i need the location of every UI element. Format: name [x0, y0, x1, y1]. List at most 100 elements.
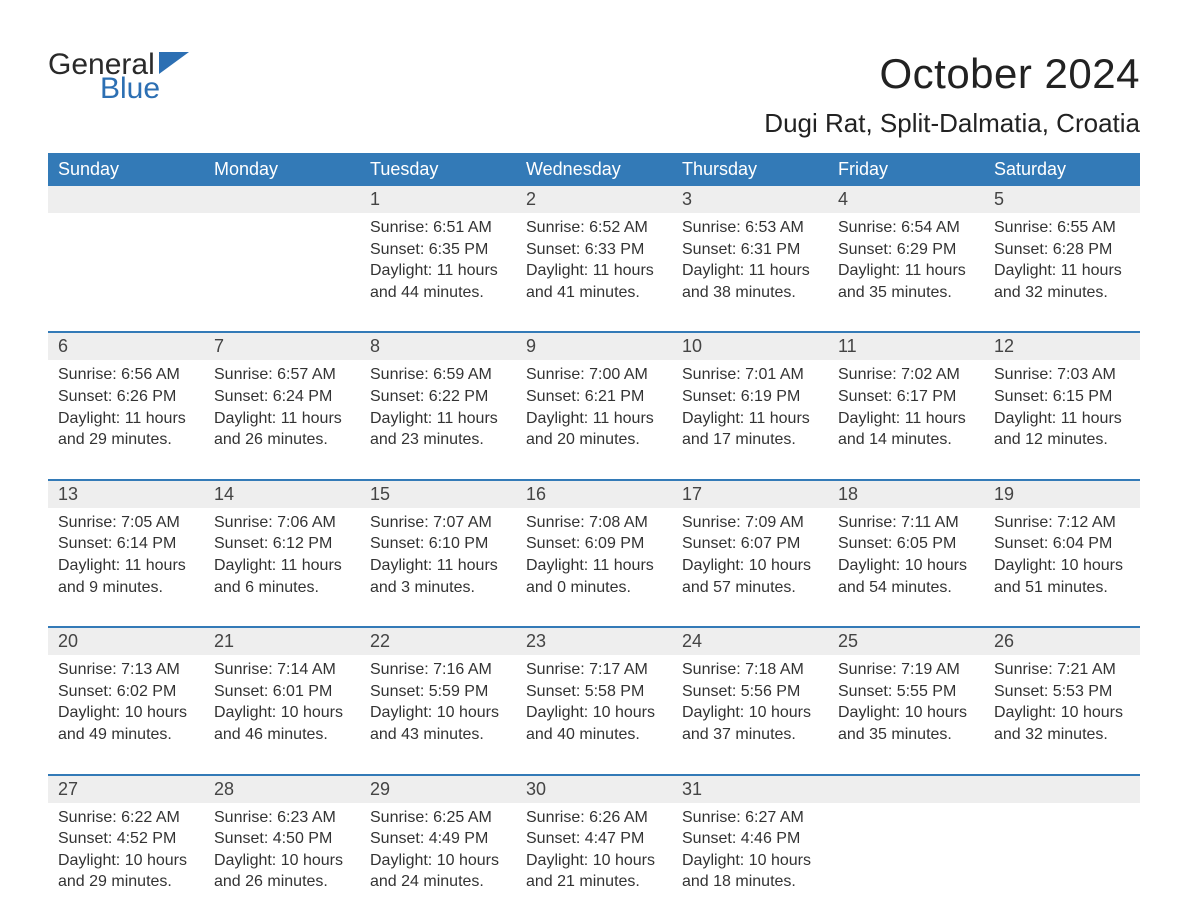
daylight-line: Daylight: 10 hours and 21 minutes.	[526, 850, 662, 893]
day-cell: Sunrise: 7:09 AMSunset: 6:07 PMDaylight:…	[672, 508, 828, 626]
calendar-week: 20212223242526Sunrise: 7:13 AMSunset: 6:…	[48, 626, 1140, 773]
daylight-line: Daylight: 11 hours and 35 minutes.	[838, 260, 974, 303]
sunrise-line: Sunrise: 6:26 AM	[526, 807, 662, 829]
sunrise-line: Sunrise: 7:02 AM	[838, 364, 974, 386]
daylight-line: Daylight: 10 hours and 54 minutes.	[838, 555, 974, 598]
sunrise-line: Sunrise: 6:56 AM	[58, 364, 194, 386]
day-number: 12	[984, 333, 1140, 360]
daylight-line: Daylight: 11 hours and 44 minutes.	[370, 260, 506, 303]
day-cell: Sunrise: 6:53 AMSunset: 6:31 PMDaylight:…	[672, 213, 828, 331]
day-cell	[828, 803, 984, 921]
day-number	[984, 776, 1140, 803]
day-number: 7	[204, 333, 360, 360]
daylight-line: Daylight: 10 hours and 49 minutes.	[58, 702, 194, 745]
day-cell: Sunrise: 7:18 AMSunset: 5:56 PMDaylight:…	[672, 655, 828, 773]
daylight-line: Daylight: 11 hours and 0 minutes.	[526, 555, 662, 598]
day-cell: Sunrise: 7:21 AMSunset: 5:53 PMDaylight:…	[984, 655, 1140, 773]
sunrise-line: Sunrise: 6:27 AM	[682, 807, 818, 829]
daylight-line: Daylight: 10 hours and 35 minutes.	[838, 702, 974, 745]
daylight-line: Daylight: 11 hours and 41 minutes.	[526, 260, 662, 303]
calendar: SundayMondayTuesdayWednesdayThursdayFrid…	[48, 153, 1140, 921]
daylight-line: Daylight: 11 hours and 6 minutes.	[214, 555, 350, 598]
day-number-row: 6789101112	[48, 333, 1140, 360]
sunset-line: Sunset: 6:04 PM	[994, 533, 1130, 555]
day-number: 4	[828, 186, 984, 213]
day-cell: Sunrise: 6:56 AMSunset: 6:26 PMDaylight:…	[48, 360, 204, 478]
day-number-row: 12345	[48, 186, 1140, 213]
day-cell: Sunrise: 6:27 AMSunset: 4:46 PMDaylight:…	[672, 803, 828, 921]
day-cell: Sunrise: 7:06 AMSunset: 6:12 PMDaylight:…	[204, 508, 360, 626]
day-number: 17	[672, 481, 828, 508]
day-cell: Sunrise: 7:05 AMSunset: 6:14 PMDaylight:…	[48, 508, 204, 626]
day-cell: Sunrise: 6:57 AMSunset: 6:24 PMDaylight:…	[204, 360, 360, 478]
sunset-line: Sunset: 6:28 PM	[994, 239, 1130, 261]
day-number: 15	[360, 481, 516, 508]
weekday-header: Tuesday	[360, 153, 516, 186]
sunrise-line: Sunrise: 6:22 AM	[58, 807, 194, 829]
sunset-line: Sunset: 6:07 PM	[682, 533, 818, 555]
sunset-line: Sunset: 6:26 PM	[58, 386, 194, 408]
daylight-line: Daylight: 10 hours and 37 minutes.	[682, 702, 818, 745]
day-number: 8	[360, 333, 516, 360]
weekday-header: Saturday	[984, 153, 1140, 186]
sunrise-line: Sunrise: 7:18 AM	[682, 659, 818, 681]
sunrise-line: Sunrise: 6:25 AM	[370, 807, 506, 829]
day-number-row: 13141516171819	[48, 481, 1140, 508]
day-number: 3	[672, 186, 828, 213]
day-cell: Sunrise: 7:00 AMSunset: 6:21 PMDaylight:…	[516, 360, 672, 478]
day-cell: Sunrise: 7:01 AMSunset: 6:19 PMDaylight:…	[672, 360, 828, 478]
daylight-line: Daylight: 11 hours and 38 minutes.	[682, 260, 818, 303]
day-number: 25	[828, 628, 984, 655]
sunset-line: Sunset: 6:12 PM	[214, 533, 350, 555]
day-cell: Sunrise: 7:17 AMSunset: 5:58 PMDaylight:…	[516, 655, 672, 773]
daylight-line: Daylight: 11 hours and 29 minutes.	[58, 408, 194, 451]
sunrise-line: Sunrise: 6:55 AM	[994, 217, 1130, 239]
sunrise-line: Sunrise: 7:19 AM	[838, 659, 974, 681]
brand-text-blue: Blue	[100, 74, 189, 104]
sunset-line: Sunset: 4:49 PM	[370, 828, 506, 850]
daylight-line: Daylight: 11 hours and 9 minutes.	[58, 555, 194, 598]
sunset-line: Sunset: 5:55 PM	[838, 681, 974, 703]
day-number: 1	[360, 186, 516, 213]
day-number: 18	[828, 481, 984, 508]
day-number: 23	[516, 628, 672, 655]
title-block: October 2024 Dugi Rat, Split-Dalmatia, C…	[764, 50, 1140, 139]
day-cell: Sunrise: 7:03 AMSunset: 6:15 PMDaylight:…	[984, 360, 1140, 478]
day-body-row: Sunrise: 7:13 AMSunset: 6:02 PMDaylight:…	[48, 655, 1140, 773]
day-number: 24	[672, 628, 828, 655]
location-subtitle: Dugi Rat, Split-Dalmatia, Croatia	[764, 108, 1140, 139]
sunrise-line: Sunrise: 7:03 AM	[994, 364, 1130, 386]
sunset-line: Sunset: 6:09 PM	[526, 533, 662, 555]
sunrise-line: Sunrise: 7:07 AM	[370, 512, 506, 534]
sunrise-line: Sunrise: 7:08 AM	[526, 512, 662, 534]
day-cell: Sunrise: 6:25 AMSunset: 4:49 PMDaylight:…	[360, 803, 516, 921]
day-body-row: Sunrise: 6:56 AMSunset: 6:26 PMDaylight:…	[48, 360, 1140, 478]
day-number	[828, 776, 984, 803]
daylight-line: Daylight: 11 hours and 32 minutes.	[994, 260, 1130, 303]
day-number: 30	[516, 776, 672, 803]
day-body-row: Sunrise: 6:51 AMSunset: 6:35 PMDaylight:…	[48, 213, 1140, 331]
daylight-line: Daylight: 11 hours and 26 minutes.	[214, 408, 350, 451]
daylight-line: Daylight: 11 hours and 20 minutes.	[526, 408, 662, 451]
daylight-line: Daylight: 10 hours and 32 minutes.	[994, 702, 1130, 745]
sunset-line: Sunset: 4:46 PM	[682, 828, 818, 850]
sunrise-line: Sunrise: 7:12 AM	[994, 512, 1130, 534]
daylight-line: Daylight: 11 hours and 14 minutes.	[838, 408, 974, 451]
sunset-line: Sunset: 6:35 PM	[370, 239, 506, 261]
day-number: 5	[984, 186, 1140, 213]
sunset-line: Sunset: 6:19 PM	[682, 386, 818, 408]
calendar-week: 6789101112Sunrise: 6:56 AMSunset: 6:26 P…	[48, 331, 1140, 478]
sunrise-line: Sunrise: 6:23 AM	[214, 807, 350, 829]
day-cell: Sunrise: 7:08 AMSunset: 6:09 PMDaylight:…	[516, 508, 672, 626]
weekday-header: Wednesday	[516, 153, 672, 186]
day-cell: Sunrise: 7:07 AMSunset: 6:10 PMDaylight:…	[360, 508, 516, 626]
day-cell: Sunrise: 6:59 AMSunset: 6:22 PMDaylight:…	[360, 360, 516, 478]
sunset-line: Sunset: 6:05 PM	[838, 533, 974, 555]
day-number: 16	[516, 481, 672, 508]
sunset-line: Sunset: 4:47 PM	[526, 828, 662, 850]
daylight-line: Daylight: 11 hours and 12 minutes.	[994, 408, 1130, 451]
sunrise-line: Sunrise: 7:05 AM	[58, 512, 194, 534]
daylight-line: Daylight: 10 hours and 40 minutes.	[526, 702, 662, 745]
sunset-line: Sunset: 6:02 PM	[58, 681, 194, 703]
day-number: 31	[672, 776, 828, 803]
